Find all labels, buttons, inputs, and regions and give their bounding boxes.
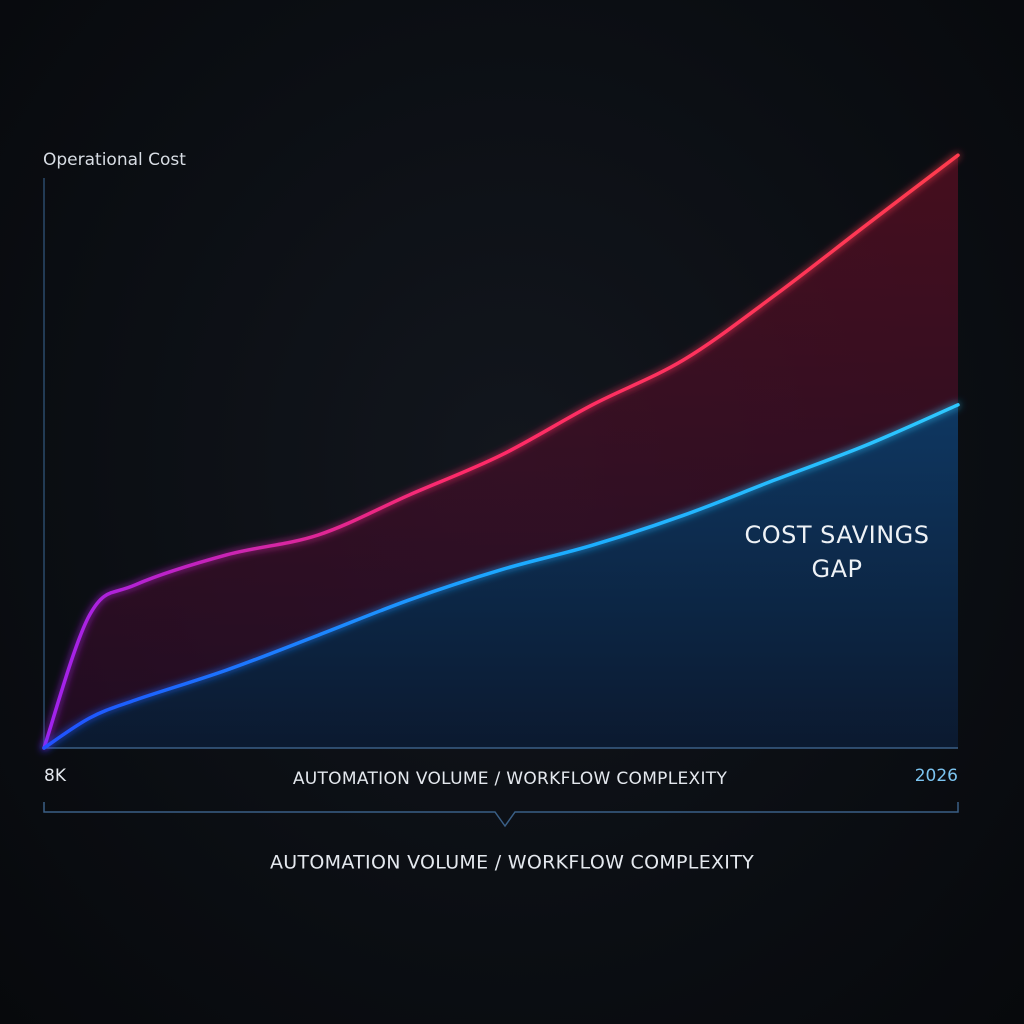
y-axis-label: Operational Cost — [43, 150, 186, 170]
areas — [44, 155, 958, 748]
annotation: COST SAVINGS GAP — [744, 521, 930, 583]
footer-label: AUTOMATION VOLUME / WORKFLOW COMPLEXITY — [270, 852, 754, 874]
x-tick-label: 8K — [44, 766, 67, 786]
x-tick-label: 2026 — [915, 766, 958, 786]
x-axis-label: AUTOMATION VOLUME / WORKFLOW COMPLEXITY — [293, 769, 728, 789]
series-line — [42, 153, 960, 750]
area — [44, 404, 958, 748]
series-line — [42, 403, 960, 750]
bracket — [43, 802, 959, 828]
lines — [42, 153, 960, 750]
